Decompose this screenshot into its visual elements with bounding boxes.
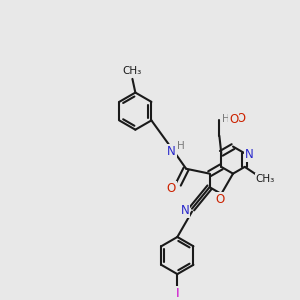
Text: HO: HO	[229, 112, 247, 125]
Text: I: I	[176, 287, 179, 300]
Text: O: O	[167, 182, 176, 195]
Text: O: O	[229, 113, 239, 126]
Text: CH₃: CH₃	[256, 174, 275, 184]
Text: H: H	[177, 141, 185, 151]
Text: N: N	[245, 148, 254, 161]
Text: N: N	[181, 204, 190, 217]
Text: CH₃: CH₃	[123, 66, 142, 76]
Text: N: N	[167, 145, 176, 158]
Text: H: H	[222, 114, 230, 124]
Text: O: O	[216, 193, 225, 206]
